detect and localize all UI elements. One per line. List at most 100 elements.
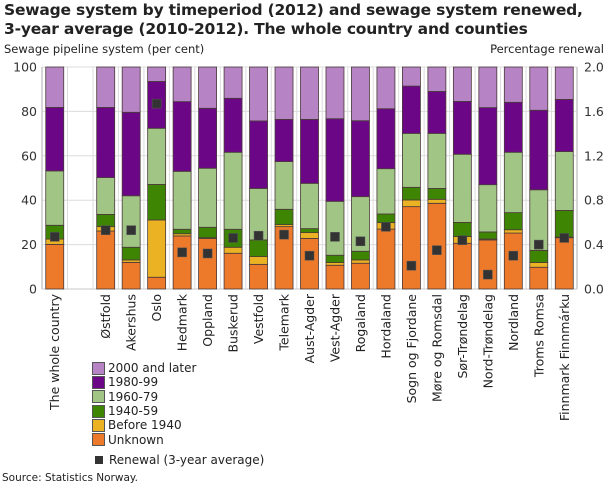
legend-label: Before 1940 [108, 418, 182, 433]
bar-segment [198, 167, 217, 228]
y-tick-label: 60 [21, 148, 37, 163]
renewal-marker [381, 222, 391, 232]
legend-item-1980-99[interactable]: 1980-99 [92, 375, 264, 389]
bar-segment [376, 168, 396, 215]
bar-segment [45, 170, 65, 226]
legend-item-unknown[interactable]: Unknown [92, 432, 264, 447]
bar-segment [351, 250, 370, 261]
legend-swatch [92, 390, 105, 404]
renewal-marker [483, 269, 493, 280]
bar-segment [96, 214, 116, 228]
bar-segment [478, 184, 498, 233]
legend-item-before-1940[interactable]: Before 1940 [92, 418, 264, 432]
x-tick-label: Akershus [124, 294, 139, 351]
renewal-marker [202, 248, 213, 259]
y2-tick-label: 2.0 [584, 60, 604, 75]
bar-segment [147, 127, 167, 185]
bar-segment [554, 237, 574, 290]
y-tick-label: 80 [21, 104, 37, 119]
bar-segment [223, 97, 243, 153]
bar-segment [45, 107, 65, 172]
legend-label: Renewal (3-year average) [109, 452, 265, 467]
bar-segment [402, 199, 421, 208]
x-tick-label: Møre og Romsdal [429, 294, 444, 402]
chart-title: Sewage system by timeperiod (2012) and s… [4, 1, 583, 38]
legend-item-1940-59[interactable]: 1940-59 [92, 404, 264, 418]
bar-segment [452, 242, 472, 290]
legend-swatch [92, 361, 105, 375]
bar-segment [249, 120, 268, 189]
bar-segment [402, 85, 421, 134]
bar-segment [45, 243, 65, 290]
bar-segment [351, 262, 370, 290]
bar-segment [478, 66, 498, 109]
bar-segment [172, 66, 192, 103]
x-tick-label: Rogaland [353, 294, 368, 352]
bar-segment [249, 66, 268, 122]
bar-segment [300, 237, 319, 290]
bar-segment [121, 111, 141, 197]
bar-segment [376, 213, 396, 224]
bar-segment [300, 228, 319, 234]
bar-segment [529, 66, 549, 111]
bar-segment [427, 91, 447, 134]
bar-segment [147, 276, 167, 290]
bar-segment [198, 66, 217, 109]
y2-tick-label: 1.2 [584, 148, 604, 163]
bar-segment [249, 256, 268, 265]
renewal-marker-icon [95, 455, 103, 464]
bar-segment [427, 188, 447, 200]
bar-segment [147, 184, 167, 221]
y2-tick-label: 0.0 [584, 282, 604, 297]
legend-item-renewal[interactable]: Renewal (3-year average) [92, 453, 264, 467]
renewal-marker [100, 225, 111, 235]
y2-tick-label: 0.8 [584, 193, 604, 208]
bar-segment [121, 66, 141, 113]
bar-segment [503, 232, 523, 290]
bar-segment [198, 226, 217, 239]
bar-segment [376, 108, 396, 170]
renewal-marker [49, 232, 60, 242]
y-tick-label: 100 [13, 60, 37, 75]
bar-segment [223, 66, 243, 99]
legend-item-2000-and-later[interactable]: 2000 and later [92, 361, 264, 375]
renewal-marker [126, 225, 136, 235]
x-tick-label: Hordaland [378, 294, 393, 359]
bar-segment [147, 66, 167, 82]
renewal-marker [406, 260, 417, 271]
bar-segment [274, 161, 294, 210]
x-tick-label: Oppland [200, 294, 215, 347]
bar-segment [452, 101, 472, 155]
bar-segment [351, 259, 370, 264]
bar-segment [172, 101, 192, 172]
legend-item-1960-79[interactable]: 1960-79 [92, 390, 264, 404]
x-tick-label: Vest-Agder [327, 293, 342, 362]
legend-label: 2000 and later [108, 361, 197, 376]
y2-tick-label: 0.4 [584, 237, 604, 252]
bar-segment [325, 200, 345, 256]
bar-segment [452, 221, 472, 238]
bar-segment [427, 132, 447, 189]
bar-segment [402, 132, 421, 188]
bar-segment [96, 230, 116, 290]
bar-segment [223, 252, 243, 290]
bar-segment [376, 66, 396, 110]
legend-swatch [92, 375, 105, 389]
bar-segment [402, 66, 421, 87]
legend-label: 1940-59 [108, 404, 159, 419]
x-tick-label: Sogn og Fjordane [404, 294, 419, 404]
legend-swatch [92, 404, 105, 418]
bar-segment [300, 182, 319, 230]
legend-swatch [92, 433, 105, 447]
x-tick-label: Østfold [98, 294, 113, 339]
bar-segment [503, 66, 523, 103]
bar-segment [503, 229, 523, 234]
renewal-marker [457, 235, 468, 245]
bar-segment [45, 66, 65, 108]
bar-segment [300, 118, 319, 184]
bar-segment [427, 198, 447, 204]
bar-segment [478, 107, 498, 186]
y-axis-title-left: Sewage pipeline system (per cent) [4, 42, 205, 56]
bar-segment [554, 66, 574, 100]
renewal-marker [355, 236, 366, 247]
